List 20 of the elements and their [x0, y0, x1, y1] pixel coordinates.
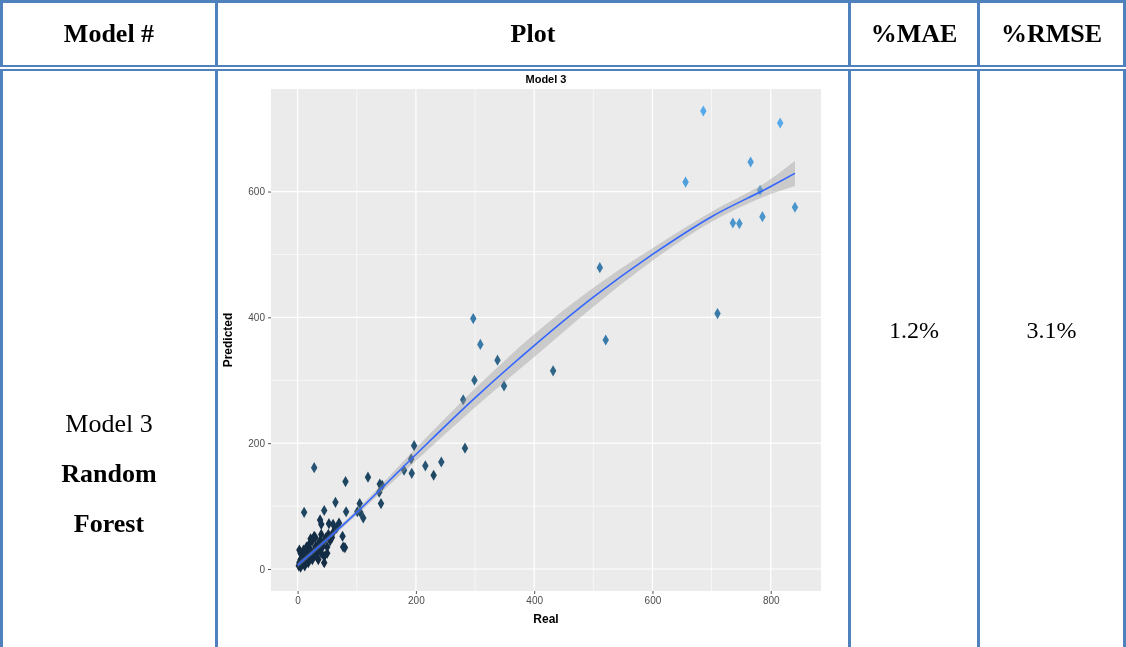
y-axis-title: Predicted [221, 312, 235, 368]
x-tick-label: 200 [408, 595, 426, 607]
chart-title: Model 3 [525, 73, 567, 85]
text: 1.2% [849, 68, 979, 647]
text: Model # [1, 1, 217, 68]
y-tick-label: 0 [259, 563, 266, 575]
text: 3.1% [978, 68, 1125, 647]
text: Model 3 [64, 408, 154, 440]
text: %RMSE [978, 1, 1125, 68]
y-tick-label: 400 [248, 312, 266, 324]
text: Plot [216, 1, 850, 68]
y-tick-label: 200 [248, 437, 266, 449]
y-tick-label: 600 [248, 186, 266, 198]
x-axis-title: Real [533, 612, 559, 626]
x-tick-label: 400 [526, 595, 544, 607]
x-tick-label: 800 [762, 595, 781, 607]
x-tick-label: 600 [644, 595, 662, 607]
text: %MAE [849, 1, 979, 68]
x-tick-label: 0 [295, 595, 302, 607]
text: Random Forest [60, 458, 158, 540]
